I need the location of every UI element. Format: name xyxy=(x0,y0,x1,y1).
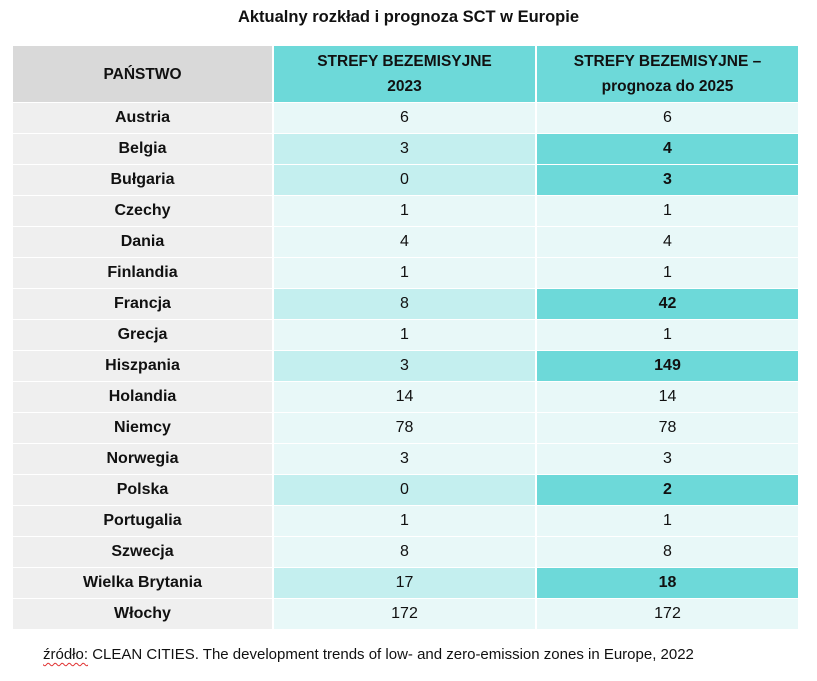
table-row: Hiszpania 3 149 xyxy=(13,351,798,381)
table-row: Dania 4 4 xyxy=(13,227,798,257)
source-text: CLEAN CITIES. The development trends of … xyxy=(88,646,694,663)
source-prefix: źródło: xyxy=(43,646,89,663)
table-row: Norwegia 3 3 xyxy=(13,444,798,474)
table-row: Austria 6 6 xyxy=(13,103,798,133)
cell-2025: 3 xyxy=(537,444,798,474)
header-2023: STREFY BEZEMISYJNE 2023 xyxy=(274,46,535,102)
table-row: Bułgaria 0 3 xyxy=(13,165,798,195)
table-row: Szwecja 8 8 xyxy=(13,537,798,567)
cell-2023: 0 xyxy=(274,165,535,195)
cell-country: Wielka Brytania xyxy=(13,568,272,598)
cell-country: Holandia xyxy=(13,382,272,412)
header-2023-line1: STREFY BEZEMISYJNE xyxy=(317,53,492,70)
cell-2025: 1 xyxy=(537,258,798,288)
cell-country: Francja xyxy=(13,289,272,319)
cell-2025: 4 xyxy=(537,227,798,257)
cell-2023: 1 xyxy=(274,320,535,350)
cell-2025: 4 xyxy=(537,134,798,164)
cell-2025: 1 xyxy=(537,506,798,536)
cell-country: Austria xyxy=(13,103,272,133)
cell-country: Finlandia xyxy=(13,258,272,288)
cell-2025: 2 xyxy=(537,475,798,505)
cell-2025: 172 xyxy=(537,599,798,629)
header-country: PAŃSTWO xyxy=(13,46,272,102)
cell-2025: 18 xyxy=(537,568,798,598)
table-row: Grecja 1 1 xyxy=(13,320,798,350)
table-row: Holandia 14 14 xyxy=(13,382,798,412)
cell-2023: 17 xyxy=(274,568,535,598)
cell-2023: 1 xyxy=(274,196,535,226)
table-row: Polska 0 2 xyxy=(13,475,798,505)
cell-2025: 42 xyxy=(537,289,798,319)
cell-2023: 8 xyxy=(274,289,535,319)
cell-country: Włochy xyxy=(13,599,272,629)
table-row: Włochy 172 172 xyxy=(13,599,798,629)
header-2025-line2: prognoza do 2025 xyxy=(601,78,734,95)
cell-2023: 1 xyxy=(274,258,535,288)
cell-2023: 172 xyxy=(274,599,535,629)
cell-country: Niemcy xyxy=(13,413,272,443)
cell-country: Belgia xyxy=(13,134,272,164)
cell-country: Grecja xyxy=(13,320,272,350)
cell-2025: 3 xyxy=(537,165,798,195)
cell-country: Hiszpania xyxy=(13,351,272,381)
emission-zones-table: PAŃSTWO STREFY BEZEMISYJNE 2023 STREFY B… xyxy=(11,45,800,630)
table-row: Belgia 3 4 xyxy=(13,134,798,164)
table-row: Portugalia 1 1 xyxy=(13,506,798,536)
header-2023-line2: 2023 xyxy=(387,78,422,95)
table-row: Niemcy 78 78 xyxy=(13,413,798,443)
cell-2025: 1 xyxy=(537,320,798,350)
header-2025-line1: STREFY BEZEMISYJNE – xyxy=(573,53,762,70)
cell-2023: 3 xyxy=(274,351,535,381)
cell-2023: 6 xyxy=(274,103,535,133)
table-row: Francja 8 42 xyxy=(13,289,798,319)
cell-country: Norwegia xyxy=(13,444,272,474)
cell-2023: 78 xyxy=(274,413,535,443)
table-row: Wielka Brytania 17 18 xyxy=(13,568,798,598)
cell-2023: 14 xyxy=(274,382,535,412)
cell-country: Polska xyxy=(13,475,272,505)
source-note: źródło: CLEAN CITIES. The development tr… xyxy=(43,646,694,663)
cell-2025: 149 xyxy=(537,351,798,381)
cell-2025: 8 xyxy=(537,537,798,567)
cell-country: Szwecja xyxy=(13,537,272,567)
header-2025: STREFY BEZEMISYJNE – prognoza do 2025 xyxy=(537,46,798,102)
table-row: Czechy 1 1 xyxy=(13,196,798,226)
cell-country: Bułgaria xyxy=(13,165,272,195)
cell-2025: 1 xyxy=(537,196,798,226)
table-body: Austria 6 6 Belgia 3 4 Bułgaria 0 3 Czechy 1 1 Dania… xyxy=(13,103,798,629)
cell-2025: 14 xyxy=(537,382,798,412)
cell-2023: 3 xyxy=(274,134,535,164)
cell-2023: 8 xyxy=(274,537,535,567)
cell-2023: 1 xyxy=(274,506,535,536)
cell-2023: 3 xyxy=(274,444,535,474)
table-row: Finlandia 1 1 xyxy=(13,258,798,288)
cell-2023: 4 xyxy=(274,227,535,257)
cell-2025: 78 xyxy=(537,413,798,443)
cell-country: Dania xyxy=(13,227,272,257)
page-title: Aktualny rozkład i prognoza SCT w Europi… xyxy=(237,8,580,26)
cell-2025: 6 xyxy=(537,103,798,133)
cell-country: Czechy xyxy=(13,196,272,226)
cell-2023: 0 xyxy=(274,475,535,505)
table-header-row: PAŃSTWO STREFY BEZEMISYJNE 2023 STREFY B… xyxy=(13,46,798,102)
cell-country: Portugalia xyxy=(13,506,272,536)
